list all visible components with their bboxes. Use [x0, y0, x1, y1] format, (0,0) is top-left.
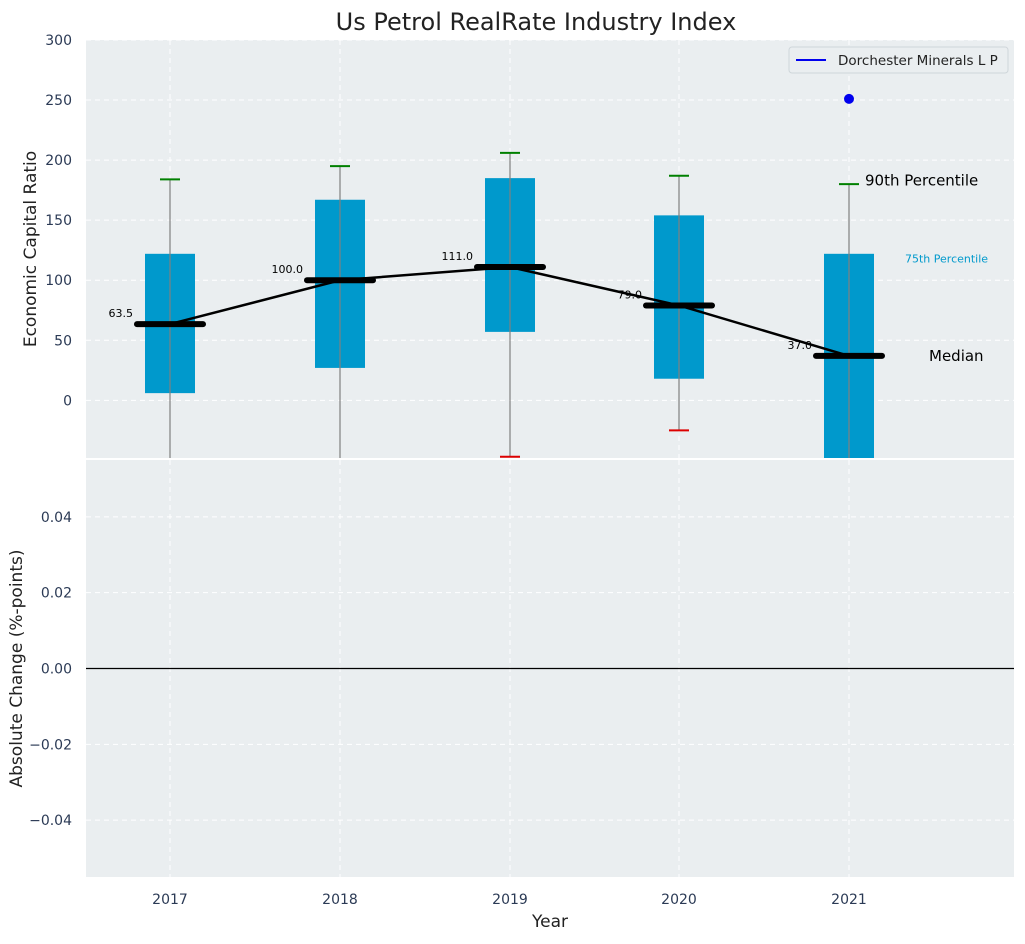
x-tick-label: 2020	[661, 892, 697, 908]
x-tick-label: 2019	[492, 892, 528, 908]
annotation-median: Median	[929, 347, 984, 365]
top-y-tick-label: 50	[54, 333, 72, 349]
median-label-2017: 63.5	[109, 307, 134, 320]
top-y-tick-label: 150	[45, 213, 72, 229]
annotation-75th-percentile: 75th Percentile	[905, 253, 988, 266]
legend-label: Dorchester Minerals L P	[838, 53, 998, 69]
bottom-y-axis-label: Absolute Change (%-points)	[7, 550, 27, 788]
x-tick-label: 2017	[152, 892, 188, 908]
bottom-y-tick-label: 0.04	[41, 510, 72, 526]
bottom-y-tick-label: 0.00	[41, 662, 72, 678]
x-tick-label: 2021	[831, 892, 867, 908]
annotation-90th-percentile: 90th Percentile	[865, 172, 978, 190]
legend-box	[788, 46, 1009, 74]
median-label-2018: 100.0	[272, 263, 304, 276]
x-axis-label: Year	[531, 912, 568, 932]
chart-title: Us Petrol RealRate Industry Index	[336, 8, 737, 36]
top-y-tick-label: 0	[63, 393, 72, 409]
median-label-2021: 37.0	[788, 339, 813, 352]
top-y-tick-label: 100	[45, 273, 72, 289]
top-panel-background	[86, 40, 1014, 458]
bottom-y-tick-label: −0.04	[29, 813, 72, 829]
top-y-axis-label: Economic Capital Ratio	[21, 151, 41, 347]
top-y-tick-label: 200	[45, 153, 72, 169]
bottom-y-tick-label: −0.02	[29, 737, 72, 753]
top-y-tick-label: 300	[45, 33, 72, 49]
top-y-tick-label: 250	[45, 93, 72, 109]
median-label-2020: 79.0	[618, 288, 643, 301]
x-tick-label: 2018	[322, 892, 358, 908]
bottom-y-tick-label: 0.02	[41, 586, 72, 602]
median-label-2019: 111.0	[442, 250, 474, 263]
company-point	[844, 93, 854, 104]
